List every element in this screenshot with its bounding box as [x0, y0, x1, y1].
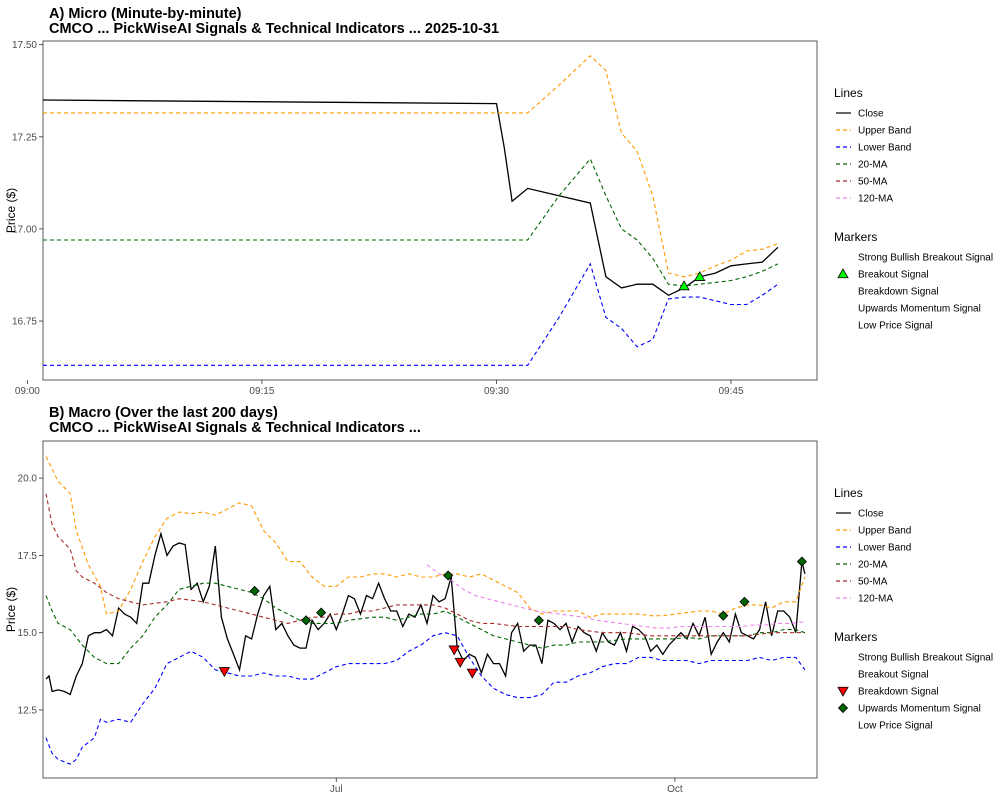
- legend-marker-label: Breakout Signal: [858, 670, 929, 681]
- legend-line-label: Lower Band: [858, 543, 911, 554]
- legend-marker-label: Breakdown Signal: [858, 687, 939, 698]
- marker-breakdown-signal: [466, 668, 479, 679]
- legend-lines-title: Lines: [834, 86, 863, 100]
- marker-upwards-momentum-signal: [316, 607, 327, 618]
- legend-marker-label: Breakdown Signal: [858, 287, 939, 298]
- series-line-lower-band: [45, 632, 806, 765]
- legend-line-label: Upper Band: [858, 126, 911, 137]
- legend-line-label: 120-MA: [858, 194, 893, 205]
- y-tick-label: 15.0: [18, 628, 38, 639]
- panel-title: B) Macro (Over the last 200 days): [49, 405, 278, 421]
- x-tick-label: Jul: [330, 784, 343, 795]
- marker-upwards-momentum-signal: [443, 570, 454, 581]
- y-tick-label: 17.5: [18, 551, 38, 562]
- panel-title: A) Micro (Minute-by-minute): [49, 6, 242, 22]
- series-line-50-ma: [45, 493, 805, 637]
- legend-marker-label: Upwards Momentum Signal: [858, 304, 981, 315]
- x-tick-label: 09:00: [15, 386, 40, 397]
- x-tick-label: 09:15: [249, 386, 274, 397]
- marker-breakdown-signal: [448, 645, 460, 656]
- legend-marker-label: Low Price Signal: [858, 321, 932, 332]
- legend-line-label: 50-MA: [858, 577, 888, 588]
- legend-line-label: 50-MA: [858, 177, 888, 188]
- legend-line-label: 120-MA: [858, 594, 893, 605]
- y-tick-label: 12.5: [18, 705, 38, 716]
- legend-lines-title: Lines: [834, 486, 863, 500]
- legend-marker-label: Strong Bullish Breakout Signal: [858, 253, 993, 264]
- y-tick-label: 20.0: [18, 474, 38, 485]
- legend-marker-label: Low Price Signal: [858, 721, 932, 732]
- legend-markers-title: Markers: [834, 230, 877, 244]
- legend-line-label: Close: [858, 509, 884, 520]
- x-tick-label: 09:45: [718, 386, 743, 397]
- legend-line-label: 20-MA: [858, 160, 888, 171]
- legend-marker-key: [837, 268, 849, 279]
- series-line-close: [45, 531, 806, 696]
- legend-marker-label: Upwards Momentum Signal: [858, 704, 981, 715]
- chart-title: CMCO ... PickWiseAI Signals & Technical …: [49, 21, 499, 37]
- marker-upwards-momentum-signal: [300, 615, 312, 626]
- marker-breakout-signal: [694, 271, 706, 281]
- y-tick-label: 16.75: [12, 317, 37, 328]
- series-line-lower-band: [43, 262, 779, 366]
- legend-marker-label: Breakout Signal: [858, 270, 929, 281]
- plot-panel: [42, 40, 818, 381]
- legend-line-label: Lower Band: [858, 143, 911, 154]
- y-axis-label: Price ($): [4, 587, 18, 632]
- legend-markers-title: Markers: [834, 630, 877, 644]
- y-tick-label: 17.50: [12, 40, 37, 51]
- legend-line-label: 20-MA: [858, 560, 888, 571]
- series-line-20-ma: [43, 157, 779, 287]
- series-line-upper-band: [43, 54, 779, 278]
- marker-breakdown-signal: [218, 667, 231, 678]
- y-tick-label: 17.00: [12, 224, 37, 235]
- y-axis-label: Price ($): [4, 188, 18, 233]
- marker-upwards-momentum-signal: [739, 596, 750, 607]
- legend-line-label: Close: [858, 109, 884, 120]
- series-line-120-ma: [426, 564, 805, 629]
- marker-upwards-momentum-signal: [718, 610, 729, 621]
- marker-upwards-momentum-signal: [533, 615, 544, 626]
- y-tick-label: 17.25: [12, 132, 37, 143]
- marker-upwards-momentum-signal: [249, 585, 260, 597]
- legend-line-label: Upper Band: [858, 526, 911, 537]
- series-line-20-ma: [45, 582, 806, 665]
- x-tick-label: Oct: [667, 784, 683, 795]
- marker-upwards-momentum-signal: [796, 556, 807, 567]
- chart-title: CMCO ... PickWiseAI Signals & Technical …: [49, 420, 421, 436]
- marker-breakdown-signal: [454, 657, 466, 668]
- legend-marker-key: [837, 686, 849, 697]
- legend-marker-label: Strong Bullish Breakout Signal: [858, 653, 993, 664]
- legend-marker-key: [837, 702, 849, 714]
- series-line-upper-band: [45, 456, 806, 618]
- x-tick-label: 09:30: [484, 386, 509, 397]
- marker-breakout-signal: [678, 280, 690, 291]
- series-line-close: [43, 99, 779, 297]
